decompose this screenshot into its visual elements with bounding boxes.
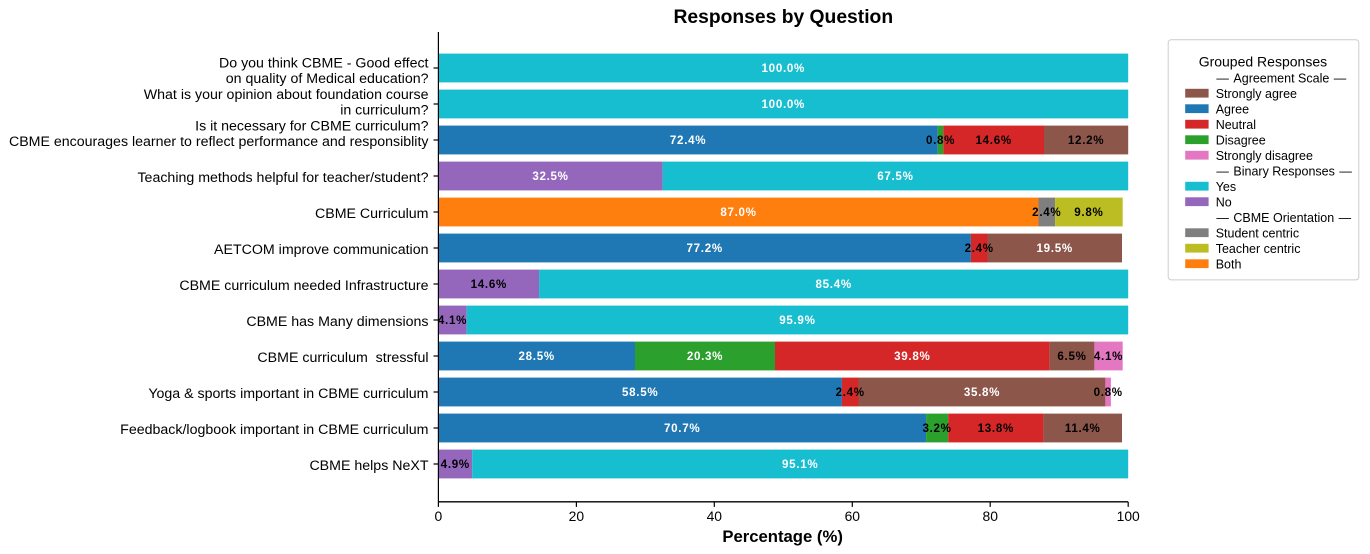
- svg-text:0.8%: 0.8%: [926, 134, 955, 147]
- svg-text:— Binary Responses —: — Binary Responses —: [1216, 164, 1352, 178]
- svg-text:39.8%: 39.8%: [894, 350, 930, 363]
- svg-text:— CBME Orientation —: — CBME Orientation —: [1216, 211, 1351, 225]
- svg-text:4.1%: 4.1%: [1094, 350, 1123, 363]
- svg-text:Yes: Yes: [1216, 180, 1236, 194]
- svg-text:3.2%: 3.2%: [922, 422, 951, 435]
- svg-text:67.5%: 67.5%: [877, 170, 913, 183]
- svg-text:2.4%: 2.4%: [1032, 206, 1061, 219]
- svg-text:Strongly disagree: Strongly disagree: [1216, 149, 1313, 163]
- svg-text:85.4%: 85.4%: [816, 278, 852, 291]
- svg-text:CBME helps NeXT: CBME helps NeXT: [309, 458, 428, 474]
- svg-text:Teaching methods helpful for t: Teaching methods helpful for teacher/stu…: [137, 170, 428, 186]
- svg-text:Agree: Agree: [1216, 102, 1249, 116]
- svg-text:2.4%: 2.4%: [965, 242, 994, 255]
- svg-text:CBME curriculum needed Infrast: CBME curriculum needed Infrastructure: [179, 278, 428, 294]
- svg-text:6.5%: 6.5%: [1057, 350, 1086, 363]
- svg-text:100.0%: 100.0%: [762, 98, 806, 111]
- svg-text:100: 100: [1117, 508, 1140, 524]
- svg-text:87.0%: 87.0%: [720, 206, 756, 219]
- svg-text:No: No: [1216, 195, 1232, 209]
- svg-text:40: 40: [707, 508, 723, 524]
- svg-text:60: 60: [845, 508, 861, 524]
- svg-text:28.5%: 28.5%: [519, 350, 555, 363]
- svg-text:2.4%: 2.4%: [836, 386, 865, 399]
- svg-text:Disagree: Disagree: [1216, 133, 1266, 147]
- svg-text:0: 0: [435, 508, 443, 524]
- svg-text:Responses by Question: Responses by Question: [673, 7, 893, 28]
- svg-text:Strongly agree: Strongly agree: [1216, 87, 1297, 101]
- svg-text:14.6%: 14.6%: [471, 278, 507, 291]
- svg-text:58.5%: 58.5%: [622, 386, 658, 399]
- svg-text:19.5%: 19.5%: [1037, 242, 1073, 255]
- svg-text:CBME curriculum stressful: CBME curriculum stressful: [257, 350, 428, 366]
- svg-text:What is your opinion about fou: What is your opinion about foundation co…: [144, 87, 429, 103]
- svg-text:CBME has Many dimensions: CBME has Many dimensions: [246, 314, 428, 330]
- svg-text:Both: Both: [1216, 257, 1242, 271]
- svg-text:Neutral: Neutral: [1216, 118, 1256, 132]
- svg-text:13.8%: 13.8%: [978, 422, 1014, 435]
- svg-text:100.0%: 100.0%: [762, 62, 806, 75]
- svg-text:Teacher centric: Teacher centric: [1216, 242, 1301, 256]
- svg-text:on quality of Medical educatio: on quality of Medical education?: [226, 71, 429, 87]
- svg-text:CBME encourages learner to ref: CBME encourages learner to reflect perfo…: [9, 134, 429, 150]
- svg-text:9.8%: 9.8%: [1074, 206, 1103, 219]
- svg-text:77.2%: 77.2%: [687, 242, 723, 255]
- svg-text:CBME Curriculum: CBME Curriculum: [315, 206, 429, 222]
- svg-text:4.1%: 4.1%: [438, 314, 467, 327]
- svg-text:Is it necessary for CBME curri: Is it necessary for CBME curriculum?: [195, 119, 428, 135]
- svg-text:20.3%: 20.3%: [687, 350, 723, 363]
- svg-text:11.4%: 11.4%: [1065, 422, 1101, 435]
- svg-text:AETCOM improve communication: AETCOM improve communication: [214, 242, 428, 258]
- svg-text:Do you think CBME - Good effec: Do you think CBME - Good effect: [219, 55, 429, 71]
- svg-text:Grouped Responses: Grouped Responses: [1199, 54, 1327, 70]
- svg-text:— Agreement Scale —: — Agreement Scale —: [1216, 71, 1346, 85]
- svg-text:in curriculum?: in curriculum?: [340, 103, 428, 119]
- svg-text:12.2%: 12.2%: [1068, 134, 1104, 147]
- svg-text:0.8%: 0.8%: [1094, 386, 1123, 399]
- svg-text:Yoga & sports important in CBM: Yoga & sports important in CBME curricul…: [148, 386, 428, 402]
- svg-text:35.8%: 35.8%: [964, 386, 1000, 399]
- svg-text:Student centric: Student centric: [1216, 226, 1299, 240]
- svg-text:Feedback/logbook important in: Feedback/logbook important in CBME curri…: [120, 422, 428, 438]
- svg-text:14.6%: 14.6%: [976, 134, 1012, 147]
- svg-text:80: 80: [982, 508, 998, 524]
- svg-text:95.1%: 95.1%: [782, 458, 818, 471]
- svg-text:95.9%: 95.9%: [779, 314, 815, 327]
- svg-text:4.9%: 4.9%: [441, 458, 470, 471]
- svg-text:32.5%: 32.5%: [532, 170, 568, 183]
- svg-text:70.7%: 70.7%: [664, 422, 700, 435]
- svg-text:Percentage (%): Percentage (%): [722, 527, 843, 546]
- svg-text:20: 20: [569, 508, 585, 524]
- svg-text:72.4%: 72.4%: [670, 134, 706, 147]
